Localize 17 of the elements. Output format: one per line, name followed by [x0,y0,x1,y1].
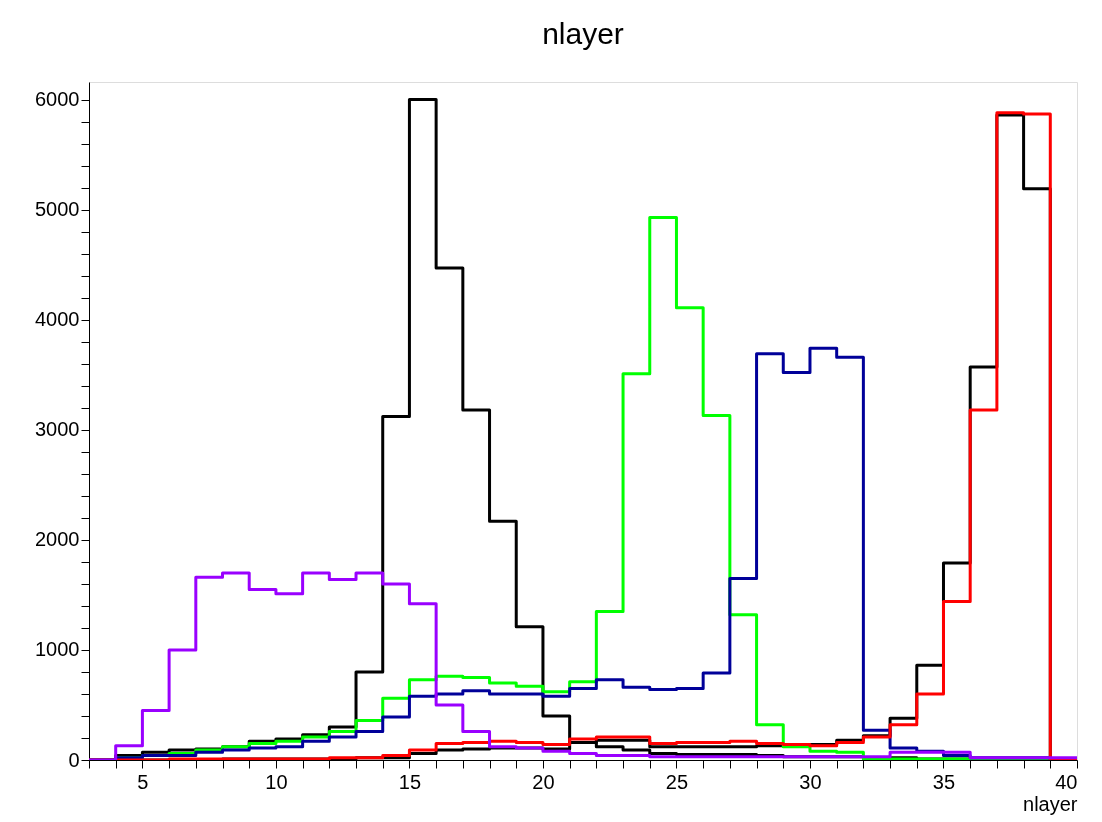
x-tick-label: 25 [665,770,689,793]
x-tick-label: 35 [932,770,956,793]
x-tick-label: 40 [1055,770,1078,793]
y-tick-label: 1000 [35,638,80,661]
y-tick-label: 4000 [35,308,80,331]
y-tick-label: 2000 [35,528,80,551]
y-tick-label: 0 [68,748,80,771]
x-tick-label: 15 [398,770,422,793]
chart-title: nlayer [542,17,624,50]
x-tick-label: 5 [137,770,149,793]
y-tick-label: 3000 [35,418,80,441]
x-tick-label: 20 [532,770,555,793]
x-axis-title: nlayer [1023,792,1078,815]
y-tick-label: 6000 [35,88,80,111]
y-tick-label: 5000 [35,198,80,221]
x-tick-label: 10 [265,770,288,793]
x-tick-label: 30 [799,770,822,793]
